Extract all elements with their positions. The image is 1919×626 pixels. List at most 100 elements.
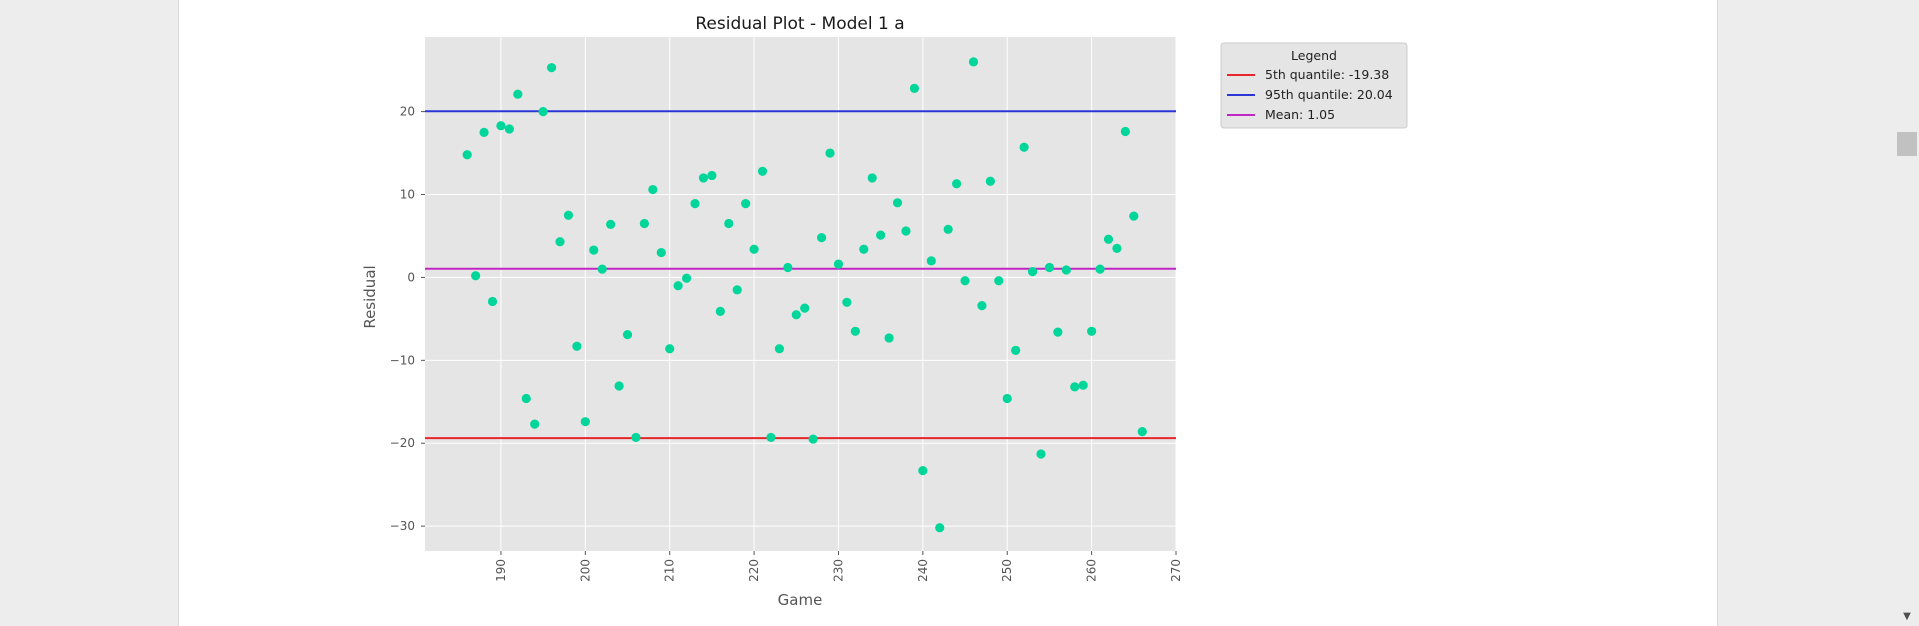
data-point: [1027, 267, 1038, 277]
data-point: [698, 173, 709, 183]
x-axis-label: Game: [778, 591, 823, 609]
data-point: [1129, 211, 1139, 221]
data-point: [994, 276, 1004, 286]
data-point: [783, 262, 793, 273]
data-point: [538, 107, 548, 117]
data-point: [1112, 243, 1122, 254]
data-point: [1070, 382, 1080, 392]
data-point: [901, 226, 911, 236]
y-tick-label: 20: [400, 105, 415, 119]
x-tick-label: 240: [916, 559, 930, 582]
legend-box: [1220, 42, 1408, 129]
data-point: [800, 303, 810, 313]
data-point: [825, 148, 835, 158]
data-point: [1011, 345, 1021, 355]
data-point: [715, 306, 725, 317]
data-point: [1036, 449, 1046, 459]
data-point: [513, 89, 523, 99]
data-point: [563, 210, 574, 220]
data-point: [707, 170, 717, 181]
data-point: [774, 344, 785, 354]
data-point: [648, 184, 658, 195]
data-point: [555, 237, 565, 247]
data-point: [589, 245, 599, 255]
x-tick-label: 230: [831, 559, 845, 582]
data-point: [757, 166, 768, 176]
data-point: [816, 233, 827, 243]
x-tick-label: 190: [494, 559, 508, 582]
x-tick-label: 270: [1169, 559, 1183, 582]
y-tick-label: −20: [390, 436, 415, 450]
data-point: [749, 244, 759, 254]
data-point: [892, 198, 903, 208]
plot-area: [425, 37, 1176, 551]
data-point: [572, 341, 582, 351]
data-point: [496, 121, 506, 131]
x-tick-label: 260: [1085, 559, 1099, 582]
y-axis-label: Residual: [361, 265, 379, 328]
data-point: [935, 523, 945, 533]
data-point: [1095, 264, 1105, 274]
x-tick-label: 220: [747, 559, 761, 582]
legend-title: Legend: [1291, 48, 1337, 63]
residual-points: [462, 57, 1147, 533]
data-point: [521, 393, 531, 404]
data-point: [833, 259, 844, 269]
data-point: [1061, 265, 1071, 275]
data-point: [580, 417, 590, 427]
data-point: [766, 432, 776, 443]
x-tick-label: 200: [578, 559, 592, 582]
scrollbar-thumb[interactable]: [1897, 132, 1917, 156]
data-point: [1078, 380, 1088, 390]
y-tick-label: −10: [390, 353, 415, 367]
data-point: [1002, 393, 1012, 404]
data-point: [606, 219, 616, 229]
data-point: [462, 150, 472, 160]
data-point: [639, 218, 649, 229]
data-point: [842, 297, 852, 307]
data-point: [985, 176, 995, 186]
data-point: [791, 310, 801, 320]
data-point: [681, 273, 692, 283]
data-point: [952, 179, 962, 189]
data-point: [1120, 126, 1130, 137]
data-point: [926, 256, 936, 266]
data-point: [977, 301, 987, 311]
data-point: [1053, 327, 1063, 337]
x-tick-label: 250: [1000, 559, 1014, 582]
data-point: [943, 224, 953, 234]
data-point: [471, 271, 481, 281]
scroll-down-arrow-icon[interactable]: ▼: [1903, 611, 1911, 622]
y-tick-label: 0: [407, 270, 415, 284]
data-point: [504, 124, 514, 134]
data-point: [479, 127, 489, 137]
data-point: [614, 381, 624, 391]
data-point: [1019, 142, 1029, 152]
data-point: [724, 218, 734, 229]
x-tick-labels: 190 200 210 220 230 240 250 260 270: [494, 551, 1183, 582]
data-point: [1044, 262, 1055, 273]
data-point: [597, 264, 607, 274]
data-point: [741, 199, 751, 209]
data-point: [732, 285, 742, 295]
data-point: [546, 63, 557, 73]
data-point: [1087, 326, 1097, 336]
legend: Legend 5th quantile: -19.38 95th quantile…: [1220, 42, 1408, 129]
legend-items: 5th quantile: -19.38 95th quantile: 20.04…: [1227, 67, 1393, 122]
data-point: [665, 344, 675, 354]
data-point: [909, 83, 920, 93]
data-point: [622, 330, 633, 340]
x-tick-label: 210: [663, 559, 677, 582]
data-point: [673, 281, 683, 291]
data-point: [1103, 234, 1114, 244]
data-point: [631, 432, 641, 443]
y-tick-labels: −30 −20 −10 0 10 20: [390, 105, 425, 533]
grid-lines: [425, 37, 1177, 551]
chart-title: Residual Plot - Model 1 a: [695, 14, 904, 34]
data-point: [968, 57, 979, 67]
data-point: [867, 173, 877, 183]
legend-entry: Mean: 1.05: [1265, 107, 1335, 122]
data-point: [850, 326, 860, 336]
data-point: [876, 230, 886, 240]
